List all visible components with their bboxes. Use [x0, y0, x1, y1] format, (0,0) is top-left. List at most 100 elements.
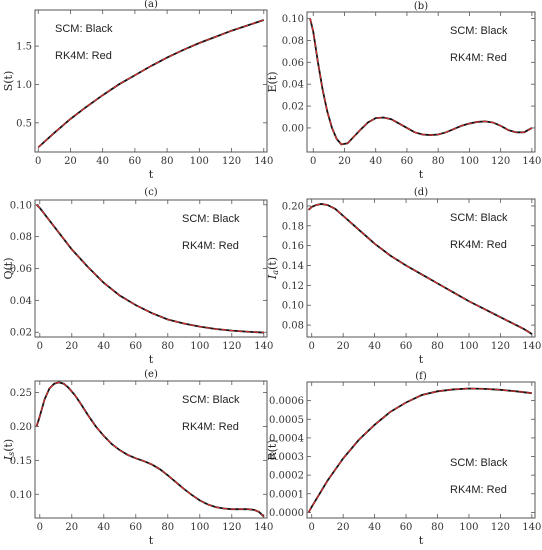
y-tick-label: 0.15	[10, 456, 32, 467]
x-tick-label: 140	[254, 156, 273, 167]
y-tick-label: 0.00	[282, 123, 304, 134]
y-tick-label: 0.02	[282, 102, 304, 113]
y-axis-label: R(t)	[266, 439, 279, 460]
y-tick-label: 0.10	[10, 490, 32, 501]
panel-label: (f)	[415, 371, 427, 382]
x-tick-label: 60	[129, 156, 142, 167]
legend-entry-rk4m: RK4M: Red	[55, 50, 112, 62]
x-tick-label: 80	[161, 341, 174, 352]
series-line-rk4m	[37, 19, 264, 148]
y-tick-label: 0.0001	[269, 489, 304, 500]
legend-entry-scm: SCM: Black	[450, 25, 508, 37]
y-tick-label: 1.0	[16, 80, 32, 91]
y-axis-label: E(t)	[266, 71, 279, 92]
y-tick-label: 0.0000	[269, 508, 304, 519]
legend-entry-rk4m: RK4M: Red	[182, 421, 239, 433]
x-tick-label: 0	[310, 156, 316, 167]
y-tick-label: 0.0003	[269, 452, 304, 463]
x-tick-label: 60	[400, 341, 413, 352]
legend-entry-scm: SCM: Black	[450, 457, 508, 469]
y-tick-label: 0.16	[282, 241, 304, 252]
panel-label: (d)	[414, 187, 428, 198]
x-tick-label: 20	[64, 156, 77, 167]
y-tick-label: 0.0006	[269, 396, 304, 407]
legend-entry-rk4m: RK4M: Red	[450, 52, 507, 64]
x-tick-label: 140	[522, 522, 541, 533]
x-tick-label: 80	[431, 341, 444, 352]
y-tick-label: 0.08	[282, 321, 304, 332]
y-tick-label: 0.0002	[269, 471, 304, 482]
x-tick-label: 140	[254, 341, 273, 352]
series-line-rk4m	[36, 204, 264, 334]
x-axis-label: t	[149, 168, 154, 181]
plot-frame	[306, 381, 536, 519]
panel-f: 0 20 40 60 80 100 120 140 0.0000 0.0001 0.0002 0.00…	[266, 371, 541, 547]
y-axis-label: S(t)	[2, 71, 15, 92]
x-tick-label: 120	[222, 522, 241, 533]
y-tick-label: 0.06	[10, 264, 32, 275]
x-axis-label: t	[419, 168, 424, 181]
y-tick-label: 0.08	[10, 232, 32, 243]
panel-label: (e)	[144, 369, 158, 380]
plot-frame	[306, 198, 536, 338]
x-tick-label: 80	[431, 522, 444, 533]
x-tick-label: 60	[401, 156, 414, 167]
panel-b: 0 20 40 60 80 100 120 140 0.00 0.02 0.04 0.06 0.08 0.…	[266, 1, 541, 181]
x-tick-label: 20	[337, 522, 350, 533]
legend-entry-scm: SCM: Black	[55, 23, 113, 35]
panel-c: 0 20 40 60 80 100 120 140 0.02 0.04 0.06 0.08 0.10 (c…	[2, 187, 273, 366]
x-tick-label: 120	[222, 341, 241, 352]
x-tick-label: 40	[97, 341, 110, 352]
y-axis-label: Ia(t)	[266, 257, 280, 280]
panel-e: 0 20 40 60 80 100 120 140 0.10 0.15 0.20 0.25 (e) t Is…	[2, 369, 273, 547]
x-tick-label: 80	[161, 156, 174, 167]
x-tick-label: 0	[37, 341, 43, 352]
x-tick-label: 120	[491, 522, 510, 533]
x-tick-label: 0	[309, 341, 315, 352]
y-axis-label: Q(t)	[2, 257, 15, 279]
y-tick-label: 0.0005	[269, 415, 304, 426]
y-tick-label: 0.5	[16, 118, 32, 129]
x-axis-label: t	[419, 353, 424, 366]
y-tick-label: 1.5	[16, 42, 32, 53]
x-axis-label: t	[149, 534, 154, 547]
x-tick-label: 60	[129, 341, 142, 352]
x-tick-label: 40	[97, 522, 110, 533]
series-line-rk4m	[309, 18, 533, 145]
x-axis-label: t	[149, 353, 154, 366]
x-tick-label: 20	[65, 522, 78, 533]
x-tick-label: 100	[459, 341, 478, 352]
legend-entry-rk4m: RK4M: Red	[450, 484, 507, 496]
y-tick-label: 0.10	[10, 200, 32, 211]
x-tick-label: 120	[491, 341, 510, 352]
plot-frame	[306, 11, 536, 153]
x-tick-label: 140	[522, 341, 541, 352]
x-tick-label: 100	[459, 522, 478, 533]
x-tick-label: 40	[368, 341, 381, 352]
y-tick-label: 0.04	[282, 80, 304, 91]
x-tick-label: 80	[161, 522, 174, 533]
y-tick-label: 0.10	[282, 14, 304, 25]
x-tick-label: 40	[368, 522, 381, 533]
x-tick-label: 20	[337, 341, 350, 352]
x-axis-label: t	[419, 534, 424, 547]
series-line-rk4m	[308, 203, 533, 335]
legend-entry-rk4m: RK4M: Red	[182, 240, 239, 252]
series-line-scm	[37, 19, 265, 149]
panel-label: (b)	[414, 1, 428, 12]
x-tick-label: 0	[309, 522, 315, 533]
y-tick-label: 0.12	[282, 281, 304, 292]
legend-entry-scm: SCM: Black	[182, 394, 240, 406]
x-tick-label: 120	[491, 156, 510, 167]
y-tick-label: 0.20	[282, 201, 304, 212]
x-tick-label: 60	[400, 522, 413, 533]
legend-entry-scm: SCM: Black	[450, 212, 508, 224]
legend-entry-scm: SCM: Black	[182, 213, 240, 225]
x-tick-label: 20	[338, 156, 351, 167]
y-tick-label: 0.04	[10, 296, 32, 307]
y-tick-label: 0.06	[282, 58, 304, 69]
x-tick-label: 80	[432, 156, 445, 167]
x-tick-label: 100	[190, 522, 209, 533]
x-tick-label: 140	[522, 156, 541, 167]
